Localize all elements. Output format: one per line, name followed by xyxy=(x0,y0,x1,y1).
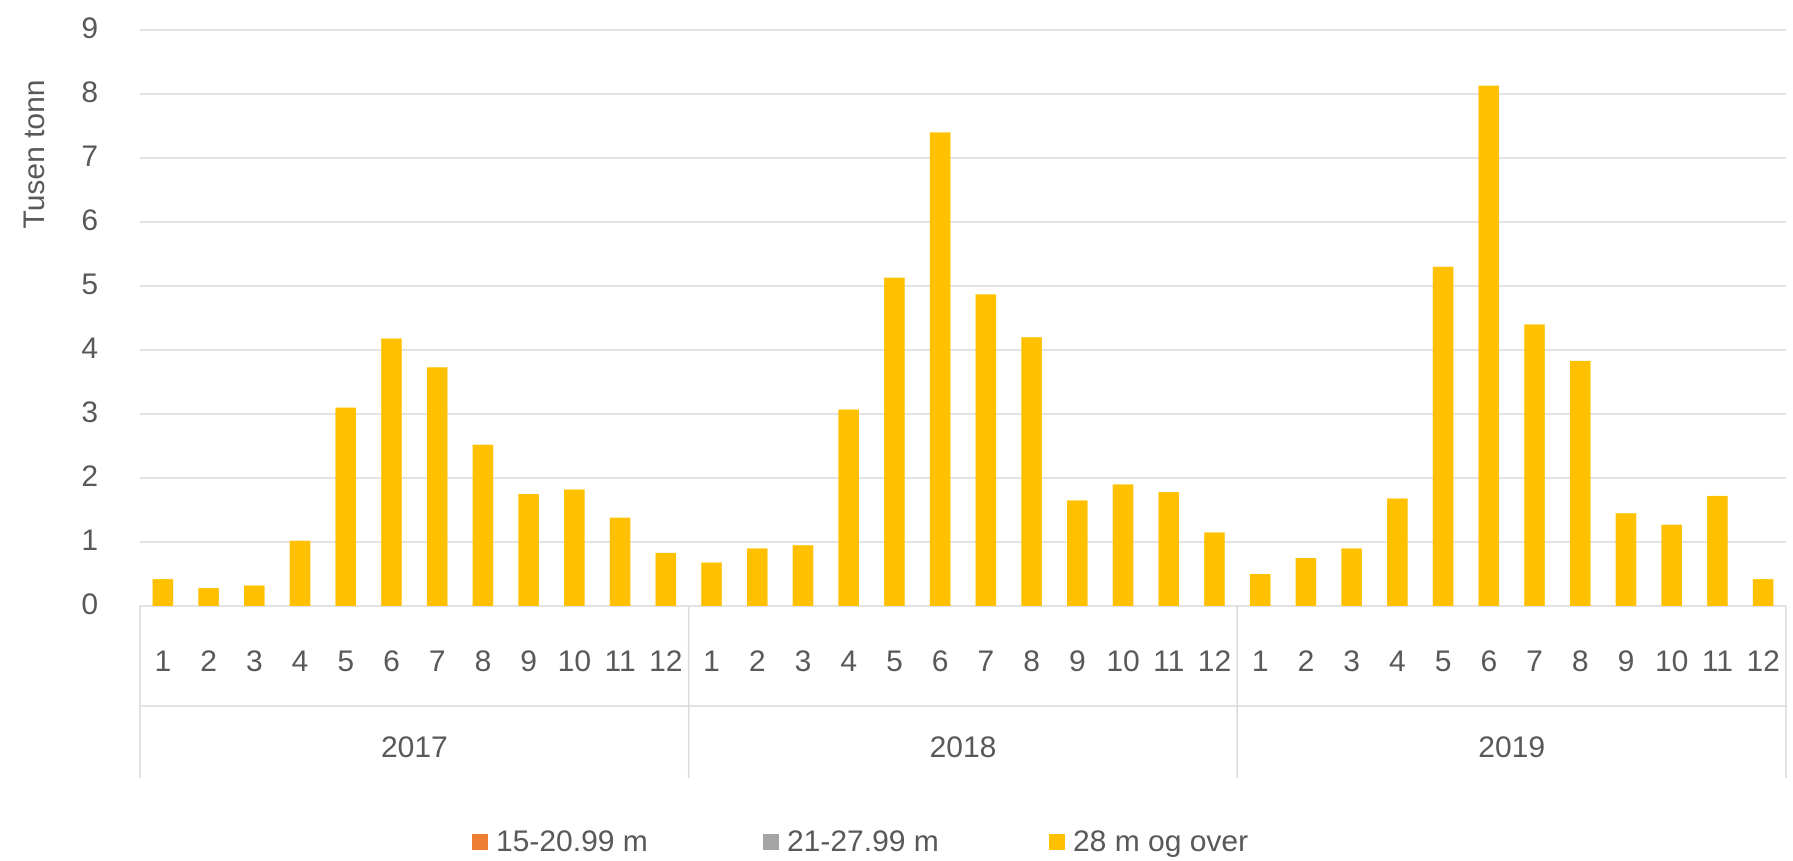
x-tick-label: 6 xyxy=(1480,645,1497,678)
legend-swatch xyxy=(1049,834,1065,850)
bar xyxy=(244,585,265,606)
bar xyxy=(1432,266,1454,606)
x-tick-label: 1 xyxy=(703,645,720,678)
x-tick-label: 3 xyxy=(246,645,263,678)
y-tick-label: 7 xyxy=(81,140,98,173)
legend-label: 15-20.99 m xyxy=(496,825,648,858)
x-tick-label: 5 xyxy=(1435,645,1452,678)
bar xyxy=(198,588,219,606)
x-tick-label: 5 xyxy=(886,645,903,678)
bar xyxy=(1295,558,1317,606)
y-tick-label: 1 xyxy=(81,524,98,557)
x-tick-label: 4 xyxy=(840,645,857,678)
y-tick-label: 0 xyxy=(81,588,98,621)
bar xyxy=(1249,574,1271,606)
bar xyxy=(564,489,585,606)
y-axis-title: Tusen tonn xyxy=(18,80,51,229)
legend-label: 28 m og over xyxy=(1073,825,1248,858)
y-tick-label: 8 xyxy=(81,76,98,109)
group-label: 2019 xyxy=(1478,731,1545,764)
bar xyxy=(381,338,402,606)
x-tick-label: 9 xyxy=(1618,645,1635,678)
bar xyxy=(792,545,814,606)
legend-swatch xyxy=(472,834,488,850)
bar xyxy=(518,494,539,606)
x-tick-label: 9 xyxy=(1069,645,1086,678)
x-tick-label: 12 xyxy=(1198,645,1231,678)
y-tick-label: 9 xyxy=(81,12,98,45)
x-tick-label: 8 xyxy=(1572,645,1589,678)
x-tick-label: 1 xyxy=(155,645,172,678)
x-tick-label: 12 xyxy=(1746,645,1779,678)
x-tick-label: 12 xyxy=(649,645,682,678)
bar xyxy=(1569,360,1591,606)
x-tick-label: 6 xyxy=(383,645,400,678)
legend-label: 21-27.99 m xyxy=(787,825,939,858)
y-tick-label: 6 xyxy=(81,204,98,237)
y-tick-label: 5 xyxy=(81,268,98,301)
bar xyxy=(701,562,722,606)
bar xyxy=(655,552,677,606)
bar xyxy=(1387,498,1408,606)
x-tick-label: 7 xyxy=(978,645,995,678)
bar xyxy=(1067,500,1088,606)
bar xyxy=(609,517,631,606)
bar xyxy=(838,409,859,606)
y-tick-label: 4 xyxy=(81,332,98,365)
bar xyxy=(335,407,357,606)
x-tick-label: 7 xyxy=(429,645,446,678)
bar xyxy=(426,367,448,606)
bar xyxy=(152,579,174,606)
bar xyxy=(1021,337,1042,606)
bar xyxy=(1524,324,1545,606)
x-tick-label: 4 xyxy=(292,645,309,678)
x-tick-label: 10 xyxy=(1655,645,1688,678)
bar xyxy=(472,444,494,606)
bar xyxy=(929,132,951,606)
group-label: 2017 xyxy=(381,731,448,764)
bar xyxy=(746,548,768,606)
x-tick-label: 11 xyxy=(1153,645,1184,678)
x-tick-label: 3 xyxy=(795,645,812,678)
x-tick-label: 5 xyxy=(337,645,354,678)
bar xyxy=(1707,495,1728,606)
bar xyxy=(1341,548,1362,606)
x-tick-label: 2 xyxy=(1298,645,1315,678)
x-tick-label: 11 xyxy=(1702,645,1733,678)
bar xyxy=(975,294,997,606)
bar xyxy=(1752,579,1774,606)
group-label: 2018 xyxy=(930,731,997,764)
bar xyxy=(289,540,311,606)
x-tick-label: 7 xyxy=(1526,645,1543,678)
bar xyxy=(884,277,905,606)
x-tick-label: 10 xyxy=(558,645,591,678)
x-tick-label: 6 xyxy=(932,645,949,678)
y-tick-label: 2 xyxy=(81,460,98,493)
bar xyxy=(1158,492,1180,606)
bar xyxy=(1615,513,1637,606)
x-tick-label: 8 xyxy=(1023,645,1040,678)
y-tick-label: 3 xyxy=(81,396,98,429)
x-tick-label: 4 xyxy=(1389,645,1406,678)
bar xyxy=(1204,532,1225,606)
x-tick-label: 10 xyxy=(1106,645,1139,678)
x-tick-label: 3 xyxy=(1343,645,1360,678)
legend-swatch xyxy=(763,834,779,850)
x-tick-label: 8 xyxy=(475,645,492,678)
bar xyxy=(1112,484,1134,606)
x-tick-label: 1 xyxy=(1252,645,1269,678)
bar xyxy=(1478,85,1500,607)
bar xyxy=(1661,524,1682,606)
x-tick-label: 2 xyxy=(749,645,766,678)
x-tick-label: 2 xyxy=(200,645,217,678)
x-tick-label: 9 xyxy=(520,645,537,678)
x-tick-label: 11 xyxy=(605,645,636,678)
